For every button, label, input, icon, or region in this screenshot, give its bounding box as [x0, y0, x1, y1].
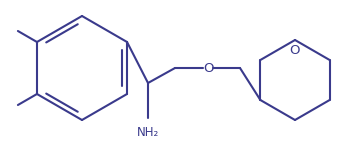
- Text: O: O: [203, 61, 213, 75]
- Text: NH₂: NH₂: [137, 126, 159, 139]
- Text: O: O: [290, 44, 300, 57]
